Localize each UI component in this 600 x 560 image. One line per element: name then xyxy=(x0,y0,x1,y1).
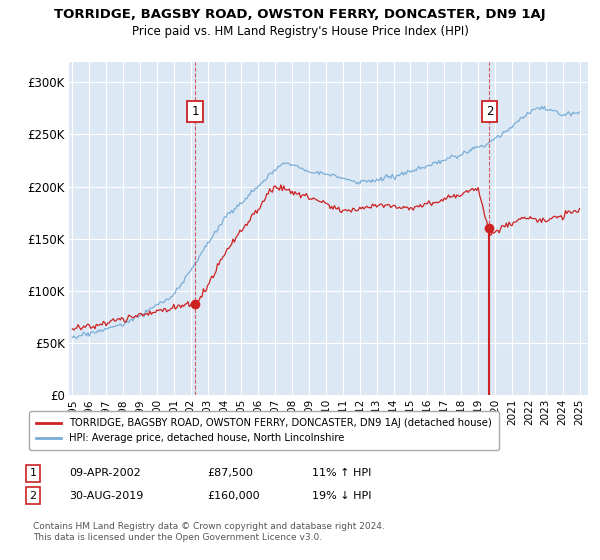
Text: 09-APR-2002: 09-APR-2002 xyxy=(69,468,141,478)
Text: 30-AUG-2019: 30-AUG-2019 xyxy=(69,491,143,501)
Text: Price paid vs. HM Land Registry's House Price Index (HPI): Price paid vs. HM Land Registry's House … xyxy=(131,25,469,38)
Text: 19% ↓ HPI: 19% ↓ HPI xyxy=(312,491,371,501)
Text: 1: 1 xyxy=(191,105,199,118)
Text: TORRIDGE, BAGSBY ROAD, OWSTON FERRY, DONCASTER, DN9 1AJ: TORRIDGE, BAGSBY ROAD, OWSTON FERRY, DON… xyxy=(54,8,546,21)
Text: 2: 2 xyxy=(29,491,37,501)
Text: Contains HM Land Registry data © Crown copyright and database right 2024.
This d: Contains HM Land Registry data © Crown c… xyxy=(33,522,385,542)
Text: £87,500: £87,500 xyxy=(207,468,253,478)
Text: 2: 2 xyxy=(485,105,493,118)
Text: £160,000: £160,000 xyxy=(207,491,260,501)
Text: 1: 1 xyxy=(29,468,37,478)
Text: 11% ↑ HPI: 11% ↑ HPI xyxy=(312,468,371,478)
Legend: TORRIDGE, BAGSBY ROAD, OWSTON FERRY, DONCASTER, DN9 1AJ (detached house), HPI: A: TORRIDGE, BAGSBY ROAD, OWSTON FERRY, DON… xyxy=(29,411,499,450)
